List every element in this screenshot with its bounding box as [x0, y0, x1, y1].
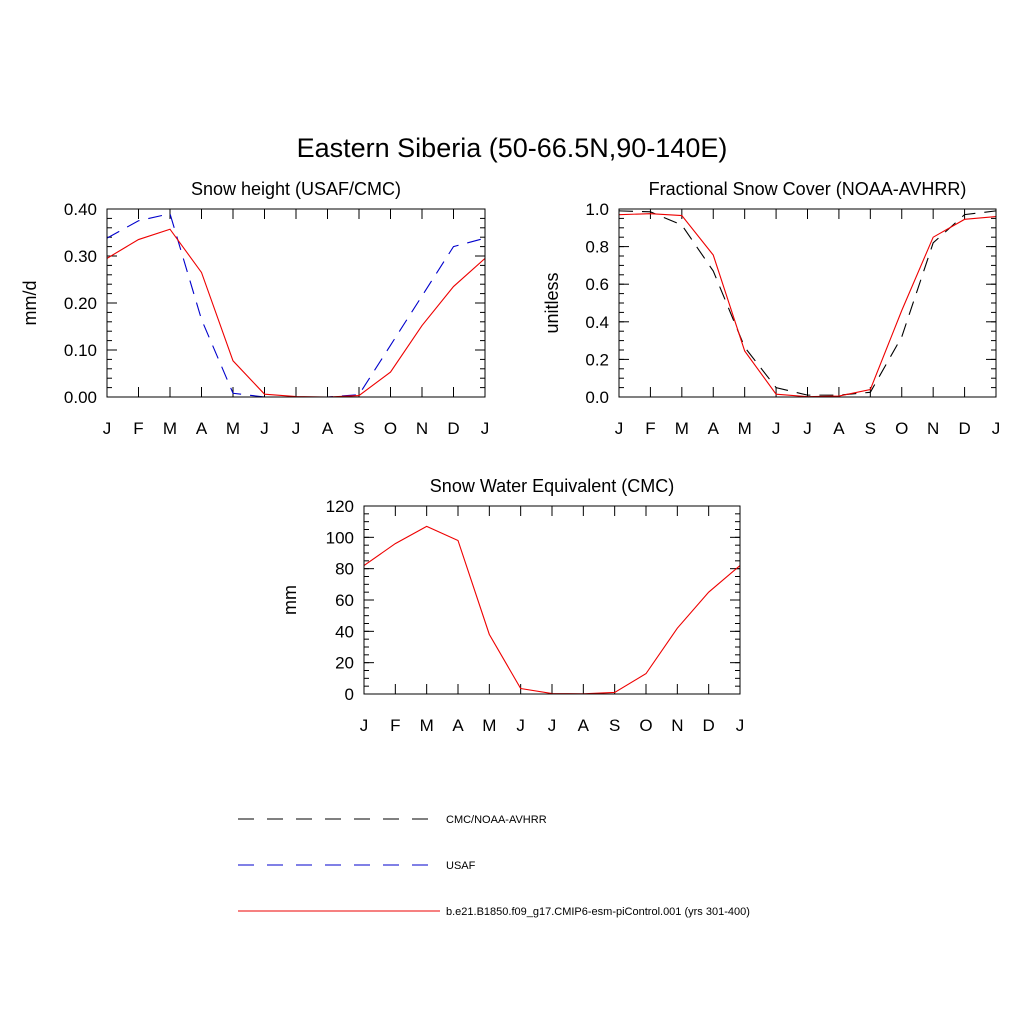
y-tick-label: 120	[326, 497, 354, 516]
x-tick-label: F	[645, 419, 655, 438]
x-tick-label: J	[548, 716, 557, 735]
panel-title: Snow height (USAF/CMC)	[191, 179, 401, 199]
x-tick-label: J	[772, 419, 781, 438]
snow-height-panel: Snow height (USAF/CMC) mm/d 0.00 0.10 0.20 0.…	[20, 179, 489, 438]
x-tick-label: J	[292, 419, 301, 438]
y-tick-label: 20	[335, 654, 354, 673]
series-line-usaf	[107, 213, 485, 397]
legend-label-model: b.e21.B1850.f09_g17.CMIP6-esm-piControl.…	[446, 906, 750, 918]
x-tick-label: N	[927, 419, 939, 438]
y-tick-label: 0.2	[585, 350, 609, 369]
swe-panel: Snow Water Equivalent (CMC) mm 0 20 40 60 80 10…	[280, 476, 744, 735]
y-tick-label: 0	[345, 685, 354, 704]
series-line-model	[364, 525, 740, 694]
x-tick-label: J	[615, 419, 624, 438]
x-tick-label: F	[390, 716, 400, 735]
x-tick-label: A	[322, 419, 334, 438]
y-tick-label: 100	[326, 528, 354, 547]
x-tick-label: D	[447, 419, 459, 438]
x-tick-label: D	[958, 419, 970, 438]
series-line-model	[619, 213, 996, 397]
x-tick-label: F	[133, 419, 143, 438]
x-tick-label: S	[865, 419, 876, 438]
y-tick-label: 0.6	[585, 275, 609, 294]
x-tick-label: J	[992, 419, 1001, 438]
legend-label-obs: CMC/NOAA-AVHRR	[446, 814, 547, 826]
legend-label-usaf: USAF	[446, 860, 476, 872]
plot-frame	[106, 208, 486, 398]
y-axis-label: mm	[280, 585, 300, 615]
x-tick-label: M	[738, 419, 752, 438]
y-tick-label: 1.0	[585, 200, 609, 219]
panel-title: Snow Water Equivalent (CMC)	[430, 476, 674, 496]
snow-cover-panel: Fractional Snow Cover (NOAA-AVHRR) unitle…	[542, 179, 1000, 438]
x-tick-label: J	[360, 716, 369, 735]
y-tick-label: 0.20	[64, 294, 97, 313]
x-tick-label: A	[196, 419, 208, 438]
x-tick-label: J	[736, 716, 745, 735]
x-tick-label: M	[420, 716, 434, 735]
x-tick-label: A	[833, 419, 845, 438]
x-tick-label: M	[675, 419, 689, 438]
y-tick-label: 0.10	[64, 341, 97, 360]
x-tick-label: A	[452, 716, 464, 735]
x-tick-label: A	[708, 419, 720, 438]
x-tick-label: S	[353, 419, 364, 438]
x-tick-label: J	[803, 419, 812, 438]
x-tick-label: O	[384, 419, 397, 438]
x-tick-label: J	[481, 419, 490, 438]
y-tick-label: 0.40	[64, 200, 97, 219]
y-tick-label: 0.00	[64, 388, 97, 407]
plot-frame	[618, 208, 997, 398]
panel-title: Fractional Snow Cover (NOAA-AVHRR)	[649, 179, 967, 199]
y-tick-label: 80	[335, 560, 354, 579]
x-tick-label: J	[260, 419, 269, 438]
series-line-model	[107, 228, 485, 397]
x-tick-label: J	[103, 419, 112, 438]
y-tick-label: 40	[335, 622, 354, 641]
y-tick-label: 0.30	[64, 247, 97, 266]
x-tick-label: O	[639, 716, 652, 735]
x-tick-label: M	[226, 419, 240, 438]
x-tick-label: J	[516, 716, 525, 735]
x-tick-label: N	[416, 419, 428, 438]
y-axis-label: unitless	[542, 272, 562, 333]
legend: CMC/NOAA-AVHRR USAF b.e21.B1850.f09_g17.…	[238, 814, 750, 918]
plot-frame	[363, 505, 741, 695]
y-tick-label: 60	[335, 591, 354, 610]
x-tick-label: D	[703, 716, 715, 735]
x-tick-label: S	[609, 716, 620, 735]
y-tick-label: 0.8	[585, 238, 609, 257]
x-tick-label: N	[671, 716, 683, 735]
y-axis-label: mm/d	[20, 281, 40, 326]
x-tick-label: M	[482, 716, 496, 735]
figure-title: Eastern Siberia (50-66.5N,90-140E)	[297, 133, 728, 163]
x-tick-label: O	[895, 419, 908, 438]
series-line-obs	[619, 210, 996, 396]
y-tick-label: 0.4	[585, 313, 609, 332]
x-tick-label: M	[163, 419, 177, 438]
y-tick-label: 0.0	[585, 388, 609, 407]
x-tick-label: A	[578, 716, 590, 735]
